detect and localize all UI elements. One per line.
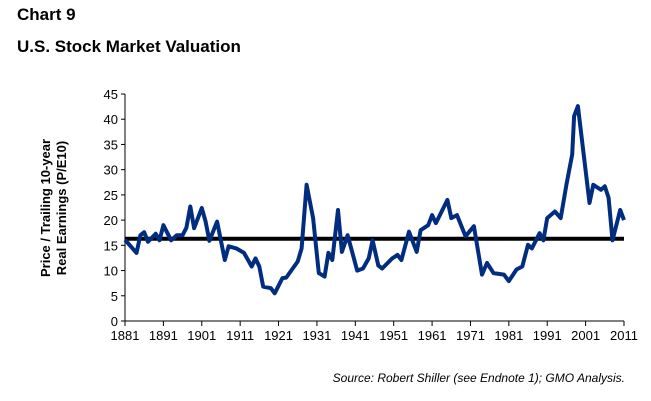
- x-tick-label: 1971: [456, 328, 485, 343]
- y-tick-label: 45: [104, 87, 118, 102]
- x-tick-label: 1891: [149, 328, 178, 343]
- chart-number: Chart 9: [17, 5, 76, 24]
- y-tick-label: 15: [104, 238, 118, 253]
- pe10-series-line: [123, 104, 626, 296]
- y-tick-label: 20: [104, 213, 118, 228]
- x-tick-label: 1901: [187, 328, 216, 343]
- y-axis-label-line2: Real Earnings (P/E10): [54, 141, 69, 275]
- y-tick-label: 10: [104, 264, 118, 279]
- x-tick-label: 1961: [418, 328, 447, 343]
- y-tick-label: 0: [111, 314, 118, 329]
- x-tick-label: 1921: [264, 328, 293, 343]
- y-axis-label-line1: Price / Trailing 10-year: [38, 139, 53, 277]
- source-note: Source: Robert Shiller (see Endnote 1); …: [332, 371, 625, 385]
- x-tick-label: 2001: [571, 328, 600, 343]
- x-tick-label: 2011: [610, 328, 638, 343]
- x-tick-label: 1931: [302, 328, 331, 343]
- x-tick-label: 1951: [379, 328, 408, 343]
- y-tick-label: 40: [104, 112, 118, 127]
- y-tick-label: 25: [104, 188, 118, 203]
- x-tick-label: 1981: [494, 328, 523, 343]
- x-tick-label: 1991: [533, 328, 562, 343]
- y-tick-label: 30: [104, 163, 118, 178]
- x-tick-label: 1881: [111, 328, 140, 343]
- y-tick-label: 5: [111, 289, 118, 304]
- x-tick-label: 1911: [226, 328, 254, 343]
- chart-title: U.S. Stock Market Valuation: [17, 37, 241, 56]
- y-tick-label: 35: [104, 137, 118, 152]
- x-tick-label: 1941: [341, 328, 370, 343]
